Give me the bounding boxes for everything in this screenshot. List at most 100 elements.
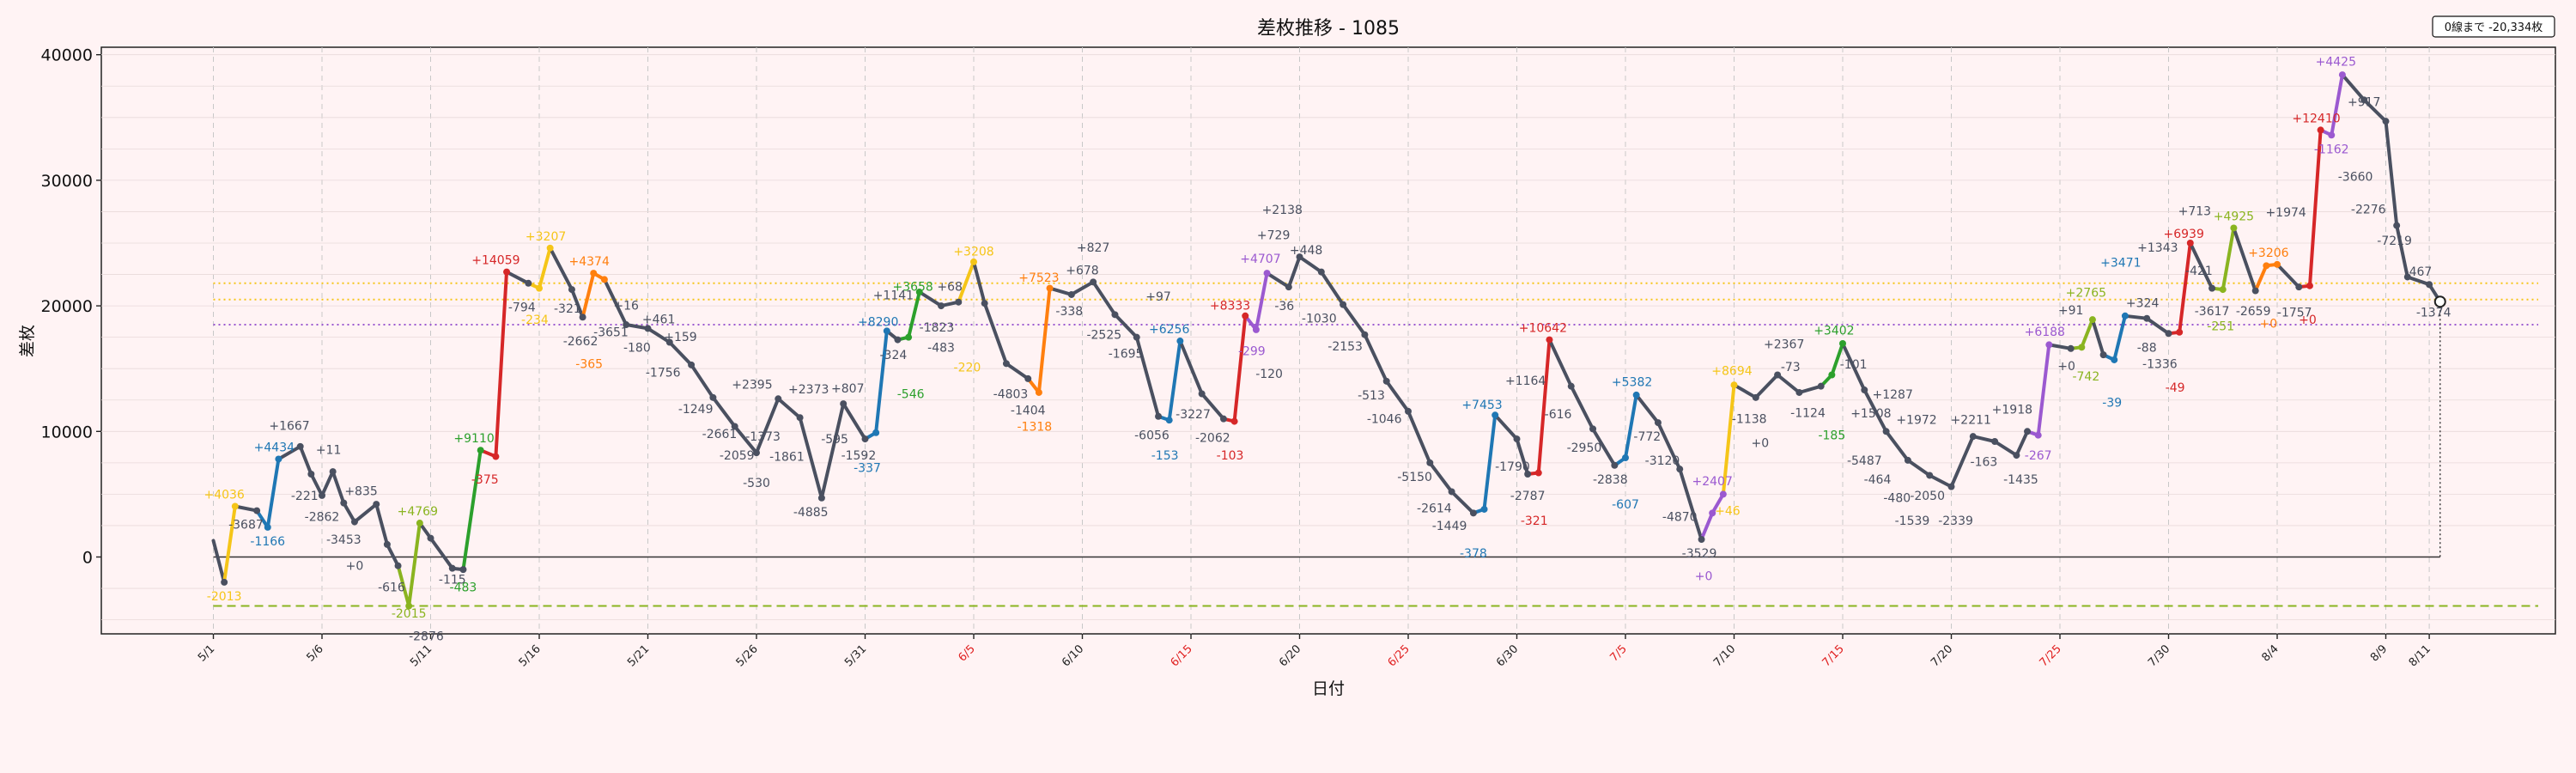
series-segment [1753, 373, 1780, 399]
data-label: -1166 [250, 535, 285, 549]
data-point [1230, 417, 1238, 425]
data-label: -1162 [2314, 143, 2349, 156]
series-segment [624, 323, 650, 331]
data-point [373, 501, 380, 508]
series-segment [1862, 388, 1888, 434]
data-point [1839, 339, 1846, 347]
series-segment [1341, 302, 1367, 337]
data-label: -483 [450, 581, 477, 595]
series-lines [211, 73, 2442, 608]
data-label: -794 [508, 301, 536, 314]
data-label: +91 [2058, 304, 2084, 318]
data-label: -101 [1840, 358, 1868, 372]
data-label: -607 [1612, 498, 1639, 512]
data-point [1024, 374, 1032, 382]
series-segment [917, 290, 944, 308]
data-point [536, 284, 543, 292]
y-axis: 0 10000 20000 30000 40000 [41, 46, 101, 568]
x-tick-label: 7/20 [1929, 642, 1955, 669]
data-point [264, 523, 271, 531]
data-label: -321 [554, 302, 581, 316]
data-label: +0 [2260, 317, 2278, 331]
data-point [1252, 326, 1260, 333]
series-segment [1721, 383, 1736, 496]
data-point [1513, 435, 1521, 443]
data-point [2176, 328, 2184, 336]
data-label: +3471 [2100, 257, 2141, 271]
data-label: -2050 [1910, 490, 1945, 503]
x-axis-title: 日付 [1312, 679, 1345, 698]
series-segment [1319, 270, 1346, 307]
data-label: -153 [1151, 449, 1179, 463]
data-label: +2407 [1692, 475, 1733, 489]
series-segment [2145, 316, 2171, 336]
data-label: +4925 [2214, 210, 2254, 223]
data-label: +3208 [953, 245, 993, 259]
x-tick-label: 5/26 [734, 642, 761, 669]
end-point-marker [2433, 295, 2446, 308]
x-tick-label: 7/15 [1820, 642, 1847, 669]
series-segment [331, 470, 346, 505]
data-point [2099, 351, 2107, 359]
data-label: -2862 [305, 511, 340, 525]
series-segment [1536, 338, 1552, 475]
data-label: +16 [613, 299, 639, 313]
series-segment [407, 521, 422, 608]
data-point [1926, 472, 1934, 479]
series-segment [972, 259, 987, 306]
series-segment [2340, 73, 2366, 102]
data-label: -1790 [1495, 460, 1530, 474]
data-label: -2013 [207, 590, 242, 604]
data-point [231, 502, 239, 510]
data-point [1002, 360, 1010, 368]
data-point [1067, 290, 1075, 298]
data-label: -221 [291, 490, 319, 503]
data-point [1361, 331, 1369, 338]
x-tick-label: 7/25 [2038, 642, 2064, 669]
distance-note-text: 0線まで -20,334枚 [2445, 21, 2543, 34]
data-label: +2367 [1764, 338, 1804, 352]
data-point [1817, 382, 1825, 390]
data-label: +835 [344, 485, 377, 499]
data-label: +14059 [471, 254, 519, 268]
data-label: -163 [1971, 455, 1998, 469]
series-segment [690, 362, 715, 399]
data-point [340, 499, 348, 507]
series-segment [2188, 241, 2215, 290]
data-point [981, 300, 988, 307]
data-point [2360, 96, 2368, 104]
data-label: +827 [1077, 241, 1109, 255]
data-point [1698, 536, 1705, 544]
data-label: -4885 [793, 506, 829, 520]
data-label: +4434 [254, 441, 295, 454]
series-segment [2014, 429, 2030, 458]
data-point [2274, 260, 2281, 268]
data-label: -1757 [2277, 306, 2312, 320]
data-label: -1756 [646, 367, 681, 380]
x-tick-label: 6/5 [956, 642, 977, 664]
data-point [296, 442, 304, 450]
data-point [817, 494, 825, 502]
series-segment [1547, 338, 1573, 388]
data-label: -1374 [2416, 306, 2451, 320]
series-segment [1928, 473, 1953, 489]
series-segment [2275, 262, 2301, 289]
data-label: +0 [2057, 360, 2075, 374]
series-segment [2330, 73, 2344, 137]
series-segment [1178, 339, 1204, 396]
data-label: +1974 [2265, 206, 2306, 220]
data-label: -742 [2072, 370, 2099, 384]
series-segment [1265, 271, 1291, 289]
data-point [2263, 262, 2270, 270]
data-label: +4374 [569, 255, 610, 269]
data-point [1296, 253, 1303, 261]
data-label: -338 [1055, 305, 1083, 319]
x-tick-label: 6/20 [1277, 642, 1303, 669]
data-label: +4036 [204, 488, 244, 502]
series-segment [1254, 271, 1269, 332]
data-label: -2015 [392, 607, 427, 621]
series-segment [2221, 226, 2236, 292]
series-segment [2384, 119, 2399, 228]
data-label: -1373 [745, 430, 781, 444]
data-label: -120 [1255, 368, 1283, 381]
